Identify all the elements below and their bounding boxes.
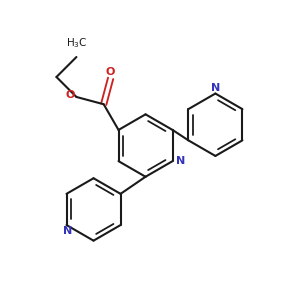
Text: O: O: [106, 67, 115, 77]
Text: N: N: [211, 82, 220, 93]
Text: N: N: [176, 156, 185, 166]
Text: H$_3$C: H$_3$C: [66, 37, 87, 50]
Text: O: O: [65, 91, 75, 100]
Text: N: N: [63, 226, 73, 236]
